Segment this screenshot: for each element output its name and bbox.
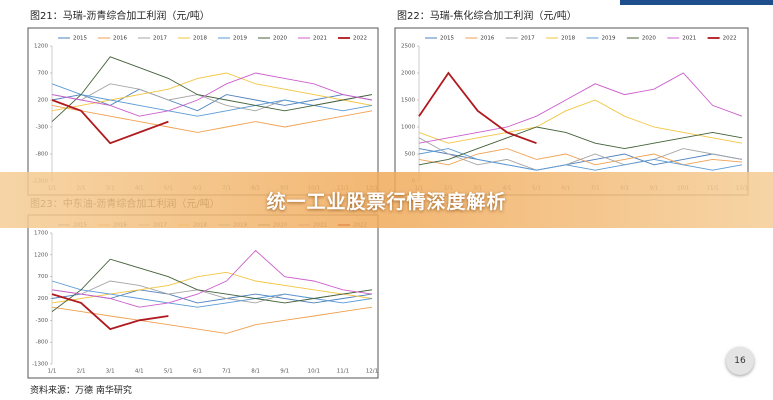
banner: 统一工业股票行情深度解析 <box>0 172 773 228</box>
legend-label: 2016 <box>113 36 127 42</box>
legend-label: 2019 <box>233 36 247 42</box>
series-line <box>51 104 373 133</box>
y-tick-label: -300 <box>36 125 49 131</box>
legend-label: 2017 <box>153 36 167 42</box>
chart-frame <box>27 214 379 379</box>
banner-text: 统一工业股票行情深度解析 <box>266 190 507 213</box>
series-line <box>418 137 743 171</box>
series-line <box>51 83 373 117</box>
series-line <box>418 71 537 145</box>
legend-label: 2018 <box>193 36 207 42</box>
y-tick-label: 1200 <box>34 44 48 50</box>
series-line <box>51 280 373 308</box>
source: 资料来源：万德 南华研究 <box>30 386 132 396</box>
x-tick-label: 5/1 <box>164 369 173 375</box>
legend-label: 2020 <box>273 36 287 42</box>
x-tick-label: 7/1 <box>222 369 231 375</box>
series-line <box>418 126 743 166</box>
legend-label: 2018 <box>561 36 575 42</box>
x-tick-label: 2/1 <box>77 369 86 375</box>
series-line <box>51 293 169 331</box>
legend-label: 2022 <box>723 36 737 42</box>
y-tick-label: 200 <box>38 98 49 104</box>
legend-label: 2021 <box>682 36 696 42</box>
x-tick-label: 3/1 <box>106 369 115 375</box>
legend-label: 2015 <box>440 36 454 42</box>
chart-frame <box>394 27 749 196</box>
x-tick-label: 6/1 <box>193 369 202 375</box>
series-line <box>51 56 373 122</box>
series-line <box>51 88 373 112</box>
x-tick-label: 12/1 <box>366 369 378 375</box>
y-tick-label: 500 <box>405 152 416 158</box>
y-tick-label: -1300 <box>32 362 48 368</box>
y-tick-label: 2500 <box>401 44 415 50</box>
y-tick-label: 1500 <box>401 98 415 104</box>
x-tick-label: 11/1 <box>337 369 349 375</box>
x-tick-label: 10/1 <box>308 369 320 375</box>
y-tick-label: -300 <box>36 318 49 324</box>
legend-label: 2021 <box>313 36 327 42</box>
series-line <box>51 306 373 334</box>
y-tick-label: 200 <box>38 296 49 302</box>
y-tick-label: -800 <box>36 340 49 346</box>
series-line <box>51 72 373 117</box>
y-tick-label: 1200 <box>34 252 48 258</box>
chart-title: 图21：马瑞-沥青综合加工利润（元/吨） <box>30 9 210 22</box>
legend-label: 2022 <box>353 36 367 42</box>
x-tick-label: 9/1 <box>280 369 289 375</box>
y-tick-label: 1000 <box>401 125 415 131</box>
y-tick-label: 700 <box>38 274 49 280</box>
series-line <box>418 148 743 171</box>
page-number: 16 <box>726 347 754 375</box>
series-line <box>51 249 373 308</box>
series-line <box>418 99 743 144</box>
y-tick-label: 700 <box>38 71 49 77</box>
series-line <box>51 258 373 312</box>
legend-label: 2020 <box>642 36 656 42</box>
logo-strip <box>620 0 773 5</box>
x-tick-label: 1/1 <box>48 369 57 375</box>
legend-label: 2017 <box>521 36 535 42</box>
y-tick-label: 2000 <box>401 71 415 77</box>
series-line <box>51 271 373 304</box>
series-line <box>51 72 373 112</box>
series-line <box>418 72 743 144</box>
series-line <box>51 99 169 145</box>
chart-title: 图22：马瑞-焦化综合加工利润（元/吨） <box>397 9 577 22</box>
y-tick-label: -800 <box>36 152 49 158</box>
x-tick-label: 4/1 <box>135 369 144 375</box>
legend-label: 2019 <box>602 36 616 42</box>
series-line <box>418 148 743 171</box>
x-tick-label: 8/1 <box>251 369 260 375</box>
legend-label: 2015 <box>73 36 87 42</box>
legend-label: 2016 <box>480 36 494 42</box>
y-tick-label: 1700 <box>34 231 48 237</box>
